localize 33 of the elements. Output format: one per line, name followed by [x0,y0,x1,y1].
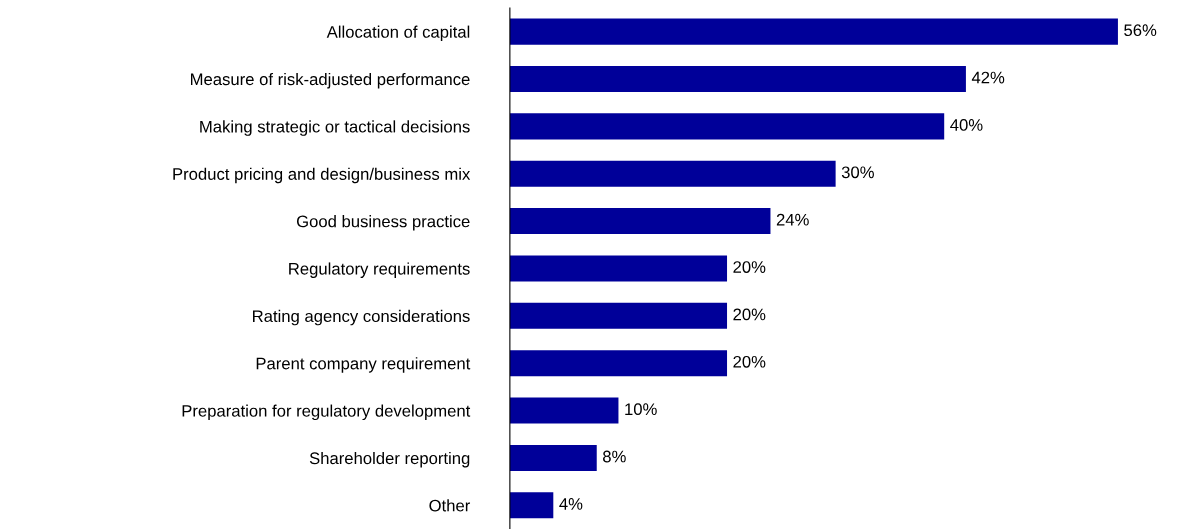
data-label: 40% [950,119,983,131]
y-tick-label: Measure of risk-adjusted performance [191,72,470,89]
y-tick-label: Other [429,499,471,512]
data-label: 8% [603,450,626,463]
data-label: 10% [625,403,657,416]
y-tick-label: Parent company requirement [256,357,471,373]
bar [509,65,966,93]
bar [509,208,771,235]
data-label: 20% [733,261,766,273]
data-label: 42% [971,71,1005,84]
y-tick-label: Good business practice [296,215,470,231]
data-label: 56% [1124,24,1157,37]
data-label: 20% [733,308,766,321]
data-label: 20% [733,355,766,368]
bar [509,113,945,140]
bar [509,160,836,187]
bar [509,302,728,329]
bar [509,18,1118,45]
bar [509,444,597,471]
y-tick-label: Making strategic or tactical decisions [200,120,470,136]
bar [509,255,728,282]
data-label: 24% [776,213,809,226]
y-tick-label: Regulatory requirements [289,262,470,278]
y-tick-label: Rating agency considerations [253,309,470,326]
y-tick-label: Shareholder reporting [309,451,470,468]
bar [509,397,619,424]
data-label: 4% [559,498,583,510]
y-tick-label: Preparation for regulatory development [182,404,471,421]
data-label: 30% [841,166,874,179]
bar [509,350,728,377]
bar [509,492,554,519]
y-tick-label: Product pricing and design/business mix [173,167,471,184]
y-tick-label: Allocation of capital [326,25,470,42]
